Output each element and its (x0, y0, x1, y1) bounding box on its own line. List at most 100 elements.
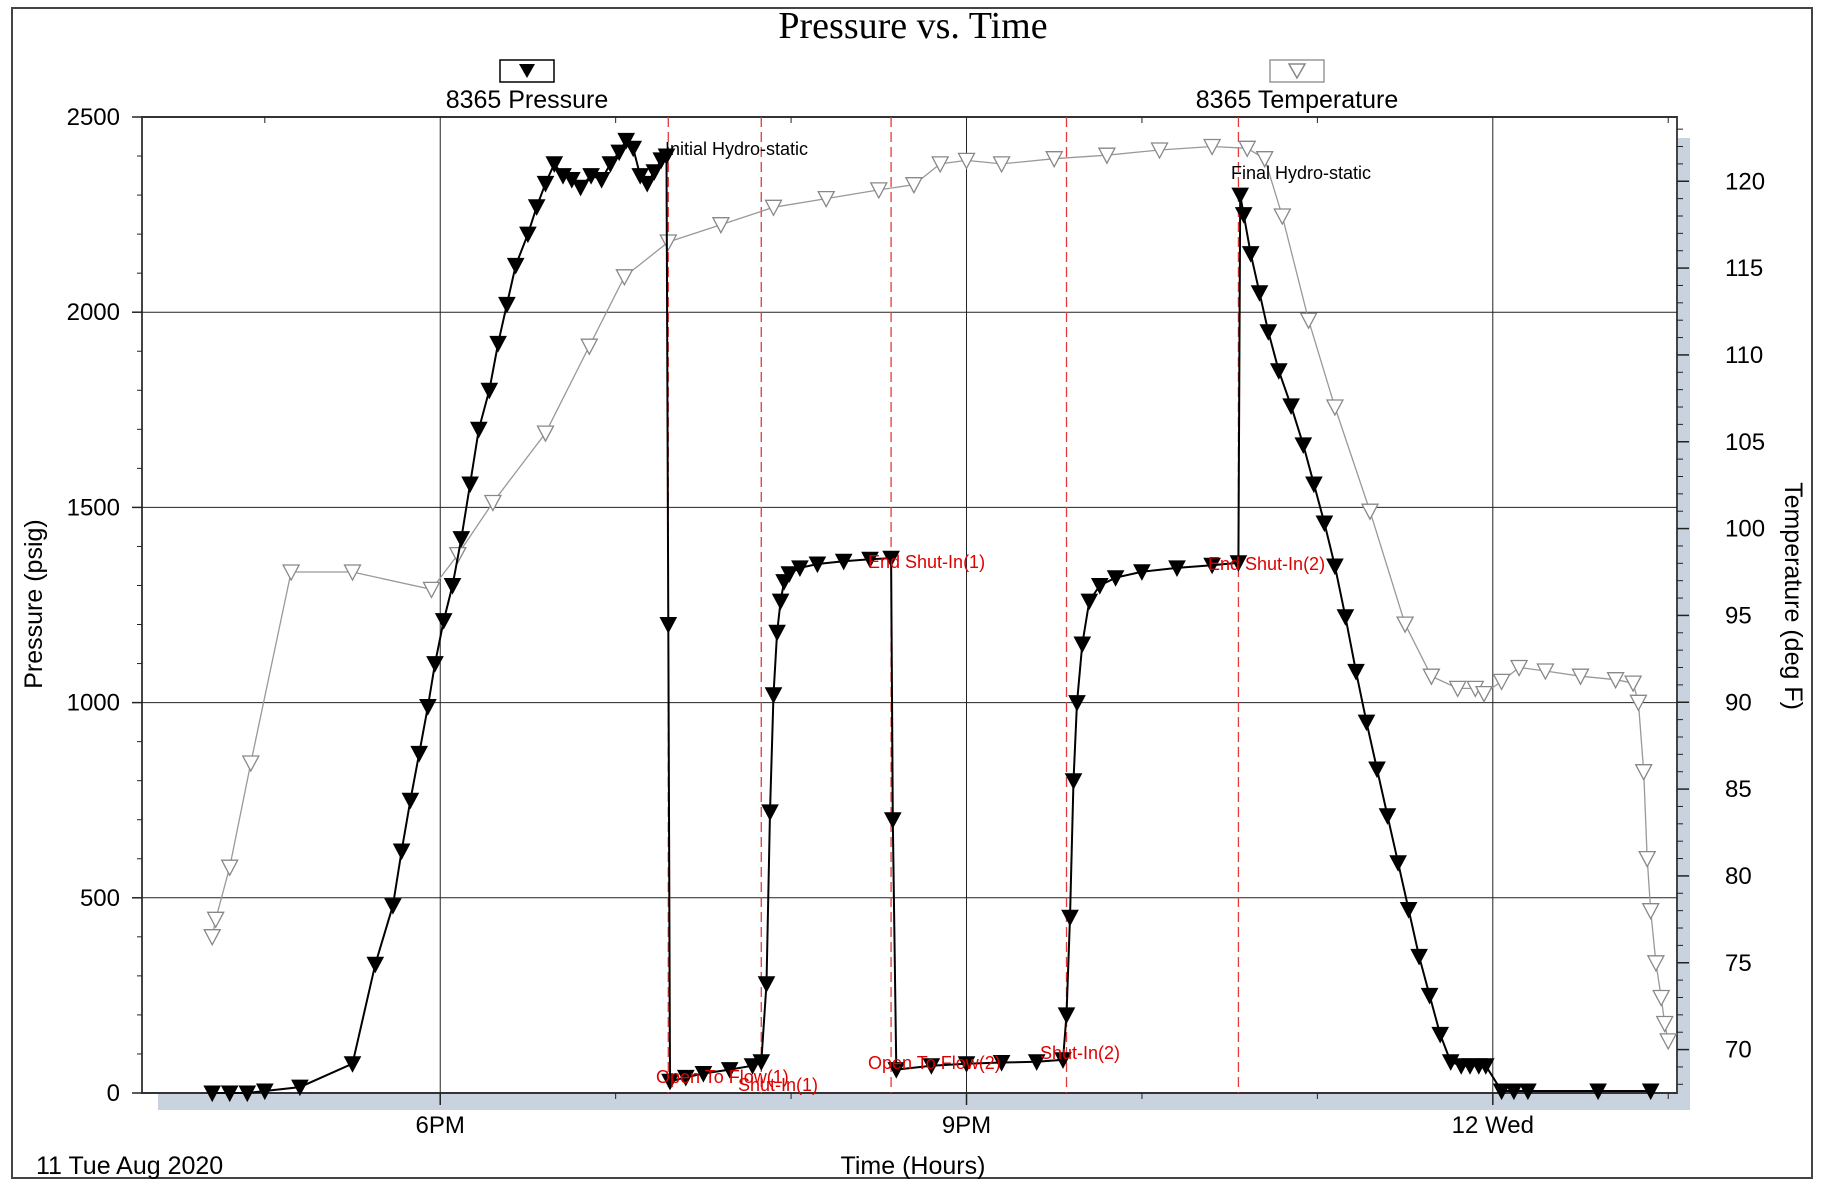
y2-tick-label: 70 (1725, 1037, 1752, 1064)
pressure-point (752, 1054, 771, 1071)
pressure-point (1064, 773, 1083, 790)
pressure-point (992, 1055, 1011, 1072)
pressure-point (410, 745, 429, 763)
pressure-point (1090, 578, 1109, 595)
temperature-point (992, 156, 1011, 174)
temperature-point (1474, 685, 1494, 703)
temperature-point (1203, 138, 1222, 156)
temperature-point (1396, 616, 1415, 634)
pressure-point (808, 556, 827, 574)
legend: 8365 Pressure 8365 Temperature (446, 59, 1398, 114)
legend-pressure-label: 8365 Pressure (446, 86, 609, 114)
y-tick-label: 0 (107, 1080, 120, 1107)
pressure-point (764, 687, 783, 704)
pressure-point (1054, 1052, 1072, 1069)
temperature-point (869, 182, 888, 200)
pressure-point (506, 257, 525, 275)
pressure-point (882, 550, 900, 568)
pressure-point (1519, 1083, 1537, 1101)
pressure-point (1203, 557, 1221, 575)
pressure-point (1378, 808, 1397, 825)
pressure-point (1068, 695, 1086, 712)
y2-tick-label: 120 (1725, 168, 1765, 195)
pressure-point (1234, 207, 1253, 224)
pressure-point (291, 1079, 309, 1097)
pressure-point (791, 560, 809, 577)
pressure-point (536, 175, 555, 193)
pressure-point (922, 1058, 941, 1075)
pressure-point (1357, 714, 1376, 732)
pressure-point (661, 1073, 679, 1091)
temperature-point (1255, 151, 1274, 169)
pressure-point (343, 1056, 362, 1073)
plot-area (141, 116, 1678, 1094)
y2-tick-label: 75 (1725, 950, 1752, 977)
x-tick-label: 12 Wed (1452, 1112, 1534, 1139)
pressure-point (519, 226, 537, 244)
temperature-point (1606, 672, 1625, 690)
grid (132, 116, 1689, 1105)
y2-tick-label: 100 (1725, 516, 1765, 543)
pressure-point (883, 812, 902, 829)
pressure-point (1431, 1026, 1450, 1044)
temperature-point (711, 217, 730, 235)
legend-temperature-marker (1287, 63, 1307, 80)
pressure-point (771, 593, 790, 611)
pressure-point (1259, 324, 1278, 341)
pressure-point (757, 976, 776, 993)
temperature-point (1655, 1015, 1674, 1033)
temperature-point (659, 234, 678, 252)
chart-title: Pressure vs. Time (778, 5, 1047, 47)
pressure-point (392, 843, 411, 861)
pressure-point (1231, 187, 1250, 205)
pressure-point (498, 296, 516, 314)
pressure-point (657, 148, 676, 166)
annotation-open-to-flow-1: Open To Flow(1) (656, 1067, 789, 1087)
pressure-point (1476, 1058, 1495, 1075)
annotation-end-shut-in-1: End Shut-In(1) (868, 552, 985, 572)
pressure-point (1250, 285, 1269, 302)
x-tick-label: 9PM (942, 1112, 991, 1139)
x-tick-label: 6PM (416, 1112, 465, 1139)
pressure-point (645, 164, 664, 181)
pressure-point (694, 1066, 713, 1083)
y2-axis-label: Temperature (deg F) (1779, 482, 1807, 710)
annotation-shut-in-1: Shut-In(1) (738, 1075, 818, 1095)
pressure-point (1420, 987, 1439, 1005)
pressure-point (489, 335, 507, 353)
temperature-point (1646, 955, 1665, 973)
pressure-point (780, 566, 799, 583)
y-tick-label: 1500 (67, 494, 120, 521)
pressure-point (1305, 476, 1323, 494)
temperature-point (1652, 989, 1671, 1007)
y-tick-label: 2500 (67, 104, 120, 131)
temperature-point (931, 156, 950, 174)
pressure-point (1241, 246, 1260, 263)
temperature-point (1325, 399, 1344, 417)
temperature-point (1492, 673, 1511, 691)
annotation-end-shut-in-2: End Shut-In(2) (1208, 554, 1325, 574)
pressure-point (957, 1056, 976, 1073)
temperature-point (580, 338, 599, 356)
temperature-point (206, 911, 225, 929)
temperature-point (1097, 147, 1116, 165)
pressure-point (887, 1062, 906, 1079)
y-tick-label: 500 (80, 885, 120, 912)
pressure-point (1326, 558, 1344, 576)
y2-tick-label: 90 (1725, 689, 1752, 716)
pressure-point (366, 956, 385, 974)
pressure-point (1057, 1007, 1076, 1024)
pressure-point (255, 1083, 274, 1101)
temperature-point (1571, 668, 1590, 686)
y2-tick-label: 110 (1725, 342, 1763, 369)
pressure-point (1368, 761, 1386, 779)
annotation-shut-in-2: Shut-In(2) (1040, 1043, 1120, 1063)
y2-tick-label: 115 (1725, 255, 1763, 282)
pressure-series (203, 132, 1660, 1103)
date-label: 11 Tue Aug 2020 (36, 1152, 223, 1180)
y2-tick-label: 105 (1725, 429, 1765, 456)
legend-pressure-marker (519, 64, 535, 78)
pressure-point (659, 617, 678, 634)
pressure-point (601, 156, 620, 173)
